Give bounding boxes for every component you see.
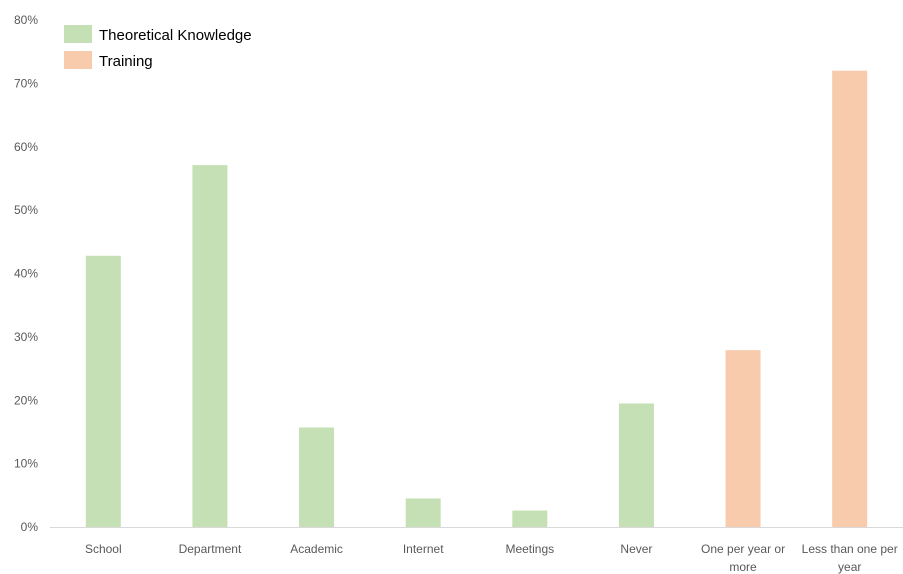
x-category-label: year (838, 560, 861, 574)
legend-label: Training (99, 53, 153, 70)
y-tick-label: 40% (14, 267, 38, 281)
y-tick-label: 20% (14, 393, 38, 407)
bar-training (725, 350, 761, 527)
y-tick-label: 60% (14, 140, 38, 154)
bar-theoretical-knowledge (405, 498, 441, 527)
bars (85, 70, 868, 527)
x-category-label: Never (620, 542, 652, 556)
x-category-label: Department (179, 542, 242, 556)
y-tick-label: 70% (14, 76, 38, 90)
y-tick-label: 0% (21, 520, 39, 534)
x-category-label: One per year or (701, 542, 785, 556)
x-category-label: Meetings (505, 542, 554, 556)
y-axis-ticks: 0% 10% 20% 30% 40% 50% 60% 70% 80% (14, 13, 38, 534)
x-category-label: Internet (403, 542, 444, 556)
x-category-label: Less than one per (802, 542, 898, 556)
bar-theoretical-knowledge (299, 427, 335, 527)
x-category-label: more (729, 560, 757, 574)
bar-theoretical-knowledge (618, 403, 654, 527)
legend-swatch (64, 51, 92, 69)
x-category-label: Academic (290, 542, 343, 556)
bar-theoretical-knowledge (85, 255, 121, 527)
bar-theoretical-knowledge (512, 510, 548, 527)
x-axis-labels: School Department Academic Internet Meetings… (85, 542, 898, 574)
bar-theoretical-knowledge (192, 165, 228, 527)
legend: Theoretical Knowledge Training (64, 25, 252, 70)
bar-training (832, 70, 868, 527)
x-category-label: School (85, 542, 122, 556)
y-tick-label: 30% (14, 330, 38, 344)
y-tick-label: 10% (14, 457, 38, 471)
legend-swatch (64, 25, 92, 43)
legend-label: Theoretical Knowledge (99, 27, 252, 44)
y-tick-label: 80% (14, 13, 38, 27)
y-tick-label: 50% (14, 203, 38, 217)
